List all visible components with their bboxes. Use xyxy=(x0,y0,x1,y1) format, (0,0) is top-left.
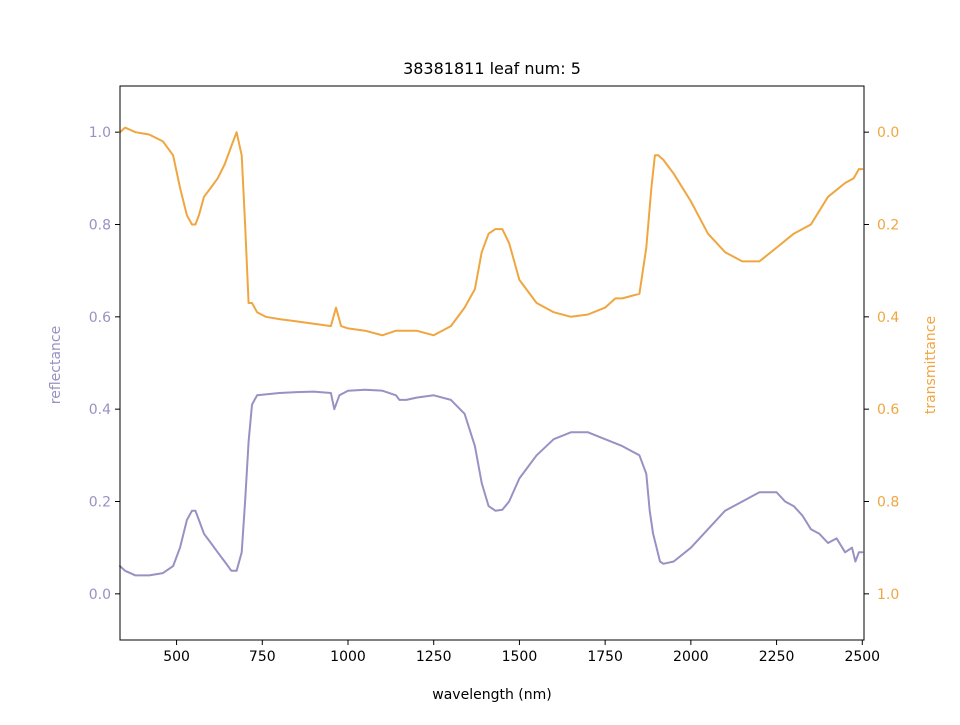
left-y-tick-label: 0.0 xyxy=(89,587,111,603)
right-y-tick-label: 0.6 xyxy=(877,402,899,418)
x-axis-label: wavelength (nm) xyxy=(432,687,551,703)
right-y-tick-label: 0.0 xyxy=(877,125,899,141)
right-y-tick-label: 0.2 xyxy=(877,218,899,234)
x-tick-label: 2500 xyxy=(844,649,880,665)
right-y-axis-ticks: 0.0 0.2 0.4 0.6 0.8 1.0 xyxy=(864,125,899,603)
x-tick-label: 1750 xyxy=(587,649,623,665)
left-y-tick-label: 1.0 xyxy=(89,125,111,141)
x-tick-label: 2250 xyxy=(759,649,795,665)
x-tick-label: 1500 xyxy=(502,649,538,665)
chart-title: 38381811 leaf num: 5 xyxy=(403,59,581,78)
transmittance-line xyxy=(119,126,864,337)
left-y-tick-label: 0.6 xyxy=(89,310,111,326)
x-tick-label: 500 xyxy=(163,649,190,665)
left-y-axis-ticks: 0.0 0.2 0.4 0.6 0.8 1.0 xyxy=(89,125,120,603)
x-axis-ticks: 500 750 1000 1250 1500 1750 2000 2250 2500 xyxy=(163,640,880,665)
reflectance-line xyxy=(119,388,864,577)
right-y-tick-label: 1.0 xyxy=(877,587,899,603)
right-y-axis-label: transmittance xyxy=(923,316,939,414)
series-layer xyxy=(119,126,864,577)
right-y-tick-label: 0.8 xyxy=(877,495,899,511)
left-y-tick-label: 0.4 xyxy=(89,402,111,418)
left-y-tick-label: 0.8 xyxy=(89,218,111,234)
left-y-axis-label: reflectance xyxy=(48,326,64,404)
x-tick-label: 1250 xyxy=(416,649,452,665)
plot-frame xyxy=(119,85,865,641)
right-y-tick-label: 0.4 xyxy=(877,310,899,326)
left-y-tick-label: 0.2 xyxy=(89,495,111,511)
x-tick-label: 2000 xyxy=(673,649,709,665)
x-tick-label: 750 xyxy=(249,649,276,665)
x-tick-label: 1000 xyxy=(330,649,366,665)
